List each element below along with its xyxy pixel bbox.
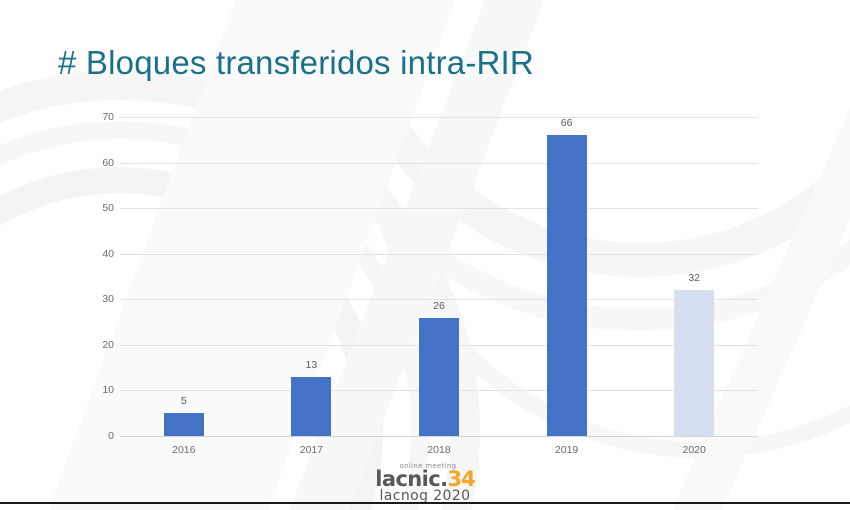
bar-value-label-2017: 13 [305,358,318,371]
y-axis-tick-label: 50 [102,202,114,215]
y-axis-tick-label: 70 [102,111,114,123]
x-axis-category-label-2019: 2019 [554,444,579,456]
bar-chart: 0 10 20 30 40 50 60 70 5 2016 13 2017 26 2018 66 2019 32… [102,111,758,456]
bar-value-label-2019: 66 [560,117,573,130]
gridline [120,253,758,255]
lacnic-logo: online meeting lacnic. 34 lacnog 2020 [0,462,850,504]
y-axis-tick-label: 0 [108,430,114,442]
bar-2020[interactable] [674,290,715,436]
logo-edition-number: 34 [447,467,475,491]
gridline [120,436,758,437]
x-axis-category-label-2017: 2017 [299,444,324,456]
x-axis-category-label-2016: 2016 [172,444,196,456]
y-axis-tick-label: 60 [102,156,114,169]
chart-plot-area [120,117,758,437]
x-axis-category-label-2018: 2018 [427,444,451,456]
bar-2018[interactable] [419,317,459,436]
bottom-divider [0,502,850,504]
gridline [120,117,758,118]
bar-value-label-2020: 32 [688,272,701,285]
y-axis-tick-label: 30 [102,293,114,306]
y-axis-tick-label: 10 [102,384,114,397]
slide-title: # Bloques transferidos intra-RIR [58,44,534,81]
y-axis-tick-label: 40 [102,247,114,260]
bar-value-label-2016: 5 [180,395,187,408]
x-axis-category-label-2020: 2020 [682,444,706,456]
gridline [120,162,758,164]
gridline [120,208,758,210]
gridline [120,299,758,301]
bar-2019[interactable] [546,135,587,436]
logo-wordmark: lacnic. 34 [375,467,475,491]
logo-tagline: online meeting [399,462,457,470]
logo-secondary-text: lacnog 2020 [379,488,471,504]
logo-brand-text: lacnic. [375,467,448,491]
bar-value-label-2018: 26 [433,299,445,312]
bar-2016[interactable] [163,413,204,436]
bar-2017[interactable] [291,376,332,436]
y-axis-tick-label: 20 [102,338,114,351]
